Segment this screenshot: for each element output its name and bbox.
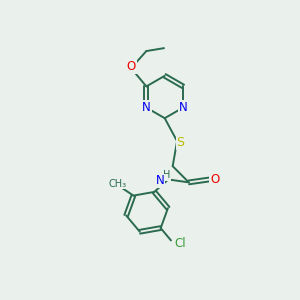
Text: N: N — [179, 101, 188, 114]
Text: N: N — [156, 174, 164, 188]
Text: N: N — [142, 101, 151, 114]
Text: S: S — [177, 136, 184, 149]
Text: O: O — [126, 61, 136, 74]
Text: H: H — [163, 170, 170, 180]
Text: O: O — [210, 173, 219, 186]
Text: CH₃: CH₃ — [108, 179, 126, 189]
Text: Cl: Cl — [175, 237, 186, 250]
